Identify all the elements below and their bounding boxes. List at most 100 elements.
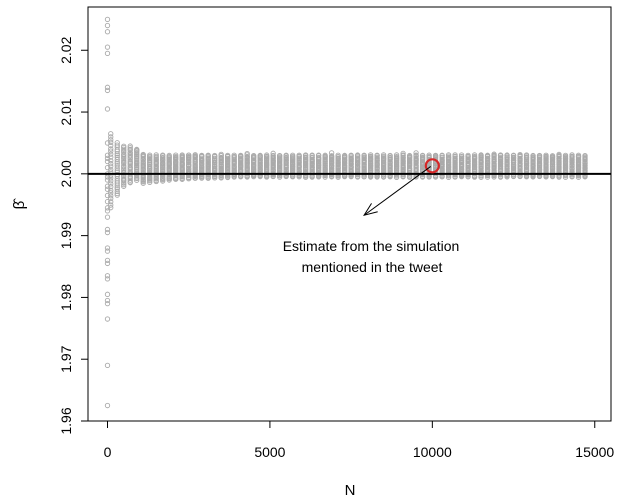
data-point (104, 248, 111, 254)
data-point (127, 162, 133, 168)
data-point (108, 160, 114, 167)
data-point (582, 153, 588, 159)
data-point (104, 87, 111, 94)
data-point (121, 162, 127, 169)
data-point (108, 190, 114, 196)
annotation-text-line-2: mentioned in the tweet (302, 259, 443, 275)
data-point (127, 158, 133, 164)
data-point (179, 152, 185, 158)
annotation-text-line-1: Estimate from the simulation (283, 238, 460, 254)
data-point (127, 146, 133, 153)
data-point (114, 160, 120, 167)
data-point (192, 152, 198, 158)
data-point (315, 152, 322, 158)
data-point (361, 152, 367, 158)
data-point (108, 166, 114, 173)
data-point (264, 152, 270, 158)
data-point (309, 152, 315, 158)
data-point (108, 199, 114, 205)
data-point (104, 106, 111, 112)
data-point (465, 152, 471, 159)
data-point (341, 152, 348, 159)
data-point (289, 152, 296, 158)
data-point (121, 159, 127, 165)
data-point (121, 143, 127, 149)
data-point (283, 152, 289, 158)
data-point (108, 131, 114, 137)
data-point (104, 22, 111, 29)
y-tick-label: 1.97 (58, 345, 74, 372)
x-tick-label: 0 (104, 444, 112, 460)
data-point (270, 152, 276, 159)
data-point (523, 152, 530, 158)
data-point (104, 402, 111, 409)
data-point (484, 155, 491, 161)
data-point (328, 165, 335, 172)
data-point (114, 140, 120, 146)
plot-frame (87, 6, 612, 422)
data-point (413, 155, 419, 161)
data-point (212, 152, 218, 159)
data-point (153, 152, 159, 158)
data-point (393, 153, 400, 160)
data-point (104, 362, 111, 369)
data-point (231, 152, 237, 158)
data-point (114, 192, 120, 198)
data-point (186, 165, 192, 171)
annotation-arrow (363, 166, 432, 216)
data-point (104, 208, 111, 214)
data-point (439, 152, 445, 158)
data-point (315, 154, 322, 161)
data-point (257, 152, 263, 159)
data-point (166, 152, 172, 159)
y-tick-label: 1.99 (58, 222, 74, 249)
data-point (140, 151, 146, 158)
data-point (121, 175, 127, 182)
data-point (569, 165, 575, 171)
data-point (497, 154, 504, 160)
data-point (426, 152, 432, 158)
data-point (218, 151, 224, 158)
data-point (104, 50, 111, 56)
data-point (114, 154, 120, 160)
data-point (104, 198, 111, 205)
data-point (549, 153, 556, 159)
data-point (114, 186, 120, 192)
data-point (484, 152, 491, 158)
data-point (104, 260, 111, 267)
data-point (536, 152, 543, 159)
data-point (471, 153, 478, 160)
data-point (104, 229, 111, 236)
data-point (302, 152, 309, 158)
data-point (153, 153, 159, 160)
data-point (134, 150, 140, 156)
data-point (108, 181, 114, 187)
data-point (244, 153, 250, 160)
data-point (104, 276, 111, 282)
data-point (173, 152, 179, 158)
data-point (328, 150, 335, 156)
data-point (374, 152, 380, 158)
data-point (104, 245, 111, 251)
data-point (114, 163, 120, 169)
data-point (562, 152, 569, 158)
data-point (400, 152, 406, 158)
data-point (108, 175, 114, 181)
data-point (104, 29, 111, 35)
data-point (104, 226, 111, 233)
y-tick-label: 1.96 (58, 407, 74, 434)
data-point (104, 214, 111, 220)
data-point (478, 152, 484, 158)
data-point (108, 137, 114, 143)
data-point (205, 152, 211, 158)
data-point (393, 152, 400, 158)
data-point (127, 145, 133, 151)
data-point (108, 134, 114, 140)
data-point (497, 152, 504, 158)
data-point (458, 153, 465, 160)
x-tick-label: 15000 (575, 444, 614, 460)
data-point (108, 142, 114, 149)
data-point (108, 146, 114, 152)
data-point (121, 166, 127, 172)
